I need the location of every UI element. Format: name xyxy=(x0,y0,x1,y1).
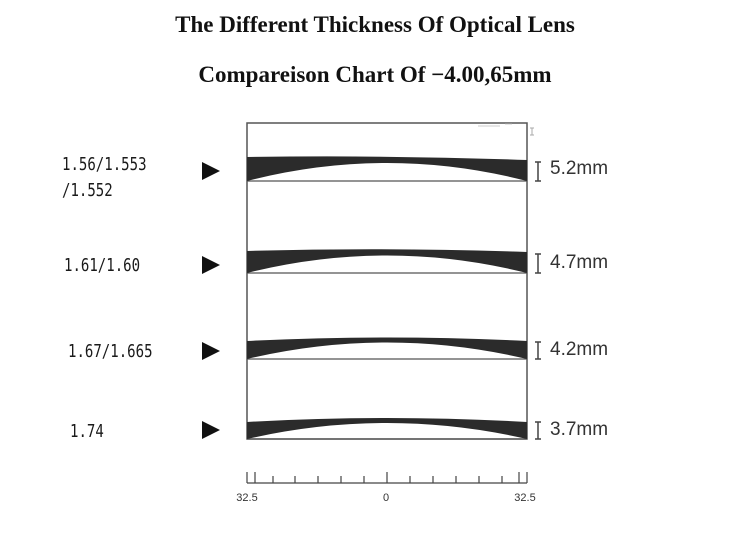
lens-4 xyxy=(202,418,541,440)
lens-thickness-label-4: 3.7mm xyxy=(550,419,609,440)
lens-index-label-1: 1.56/1.553 /1.552 xyxy=(62,152,147,204)
lens-3-shape xyxy=(247,337,527,359)
lens-index-1-line2: /1.552 xyxy=(62,180,113,201)
lens-index-3-line1: 1.67/1.665 xyxy=(68,341,153,362)
lens-index-label-4: 1.74 xyxy=(70,419,104,445)
lens-index-1-line1: 1.56/1.553 xyxy=(62,154,147,175)
scale-ruler xyxy=(246,472,528,484)
lens-1-shape xyxy=(247,156,527,181)
thickness-bracket-icon-1 xyxy=(535,161,541,182)
lens-index-label-3: 1.67/1.665 xyxy=(68,339,153,365)
lens-index-label-2: 1.61/1.60 xyxy=(64,253,140,279)
lens-thickness-label-2: 4.7mm xyxy=(550,252,609,273)
chart-subtitle: Compareison Chart Of −4.00,65mm xyxy=(198,62,552,87)
arrow-icon-1 xyxy=(202,162,220,180)
chart-title: The Different Thickness Of Optical Lens xyxy=(175,12,575,37)
lens-4-shape xyxy=(247,418,527,439)
lens-3 xyxy=(202,337,541,360)
arrow-icon-3 xyxy=(202,342,220,360)
lens-thickness-label-3: 4.2mm xyxy=(550,339,609,360)
lens-2 xyxy=(202,249,541,274)
scale-label-left: 32.5 xyxy=(236,492,258,504)
scale-label-right: 32.5 xyxy=(514,492,536,504)
lens-2-shape xyxy=(247,249,527,273)
lens-index-2-line1: 1.61/1.60 xyxy=(64,255,141,276)
thickness-bracket-icon-2 xyxy=(535,253,541,274)
scale-label-center: 0 xyxy=(382,492,390,504)
faint-mark xyxy=(478,123,512,127)
lens-1 xyxy=(202,156,541,182)
arrow-icon-4 xyxy=(202,421,220,439)
faint-mark-right xyxy=(530,127,534,136)
lens-thickness-label-1: 5.2mm xyxy=(550,158,609,179)
thickness-bracket-icon-3 xyxy=(535,341,541,360)
lens-index-4-line1: 1.74 xyxy=(70,421,104,442)
thickness-bracket-icon-4 xyxy=(535,421,541,440)
arrow-icon-2 xyxy=(202,256,220,274)
